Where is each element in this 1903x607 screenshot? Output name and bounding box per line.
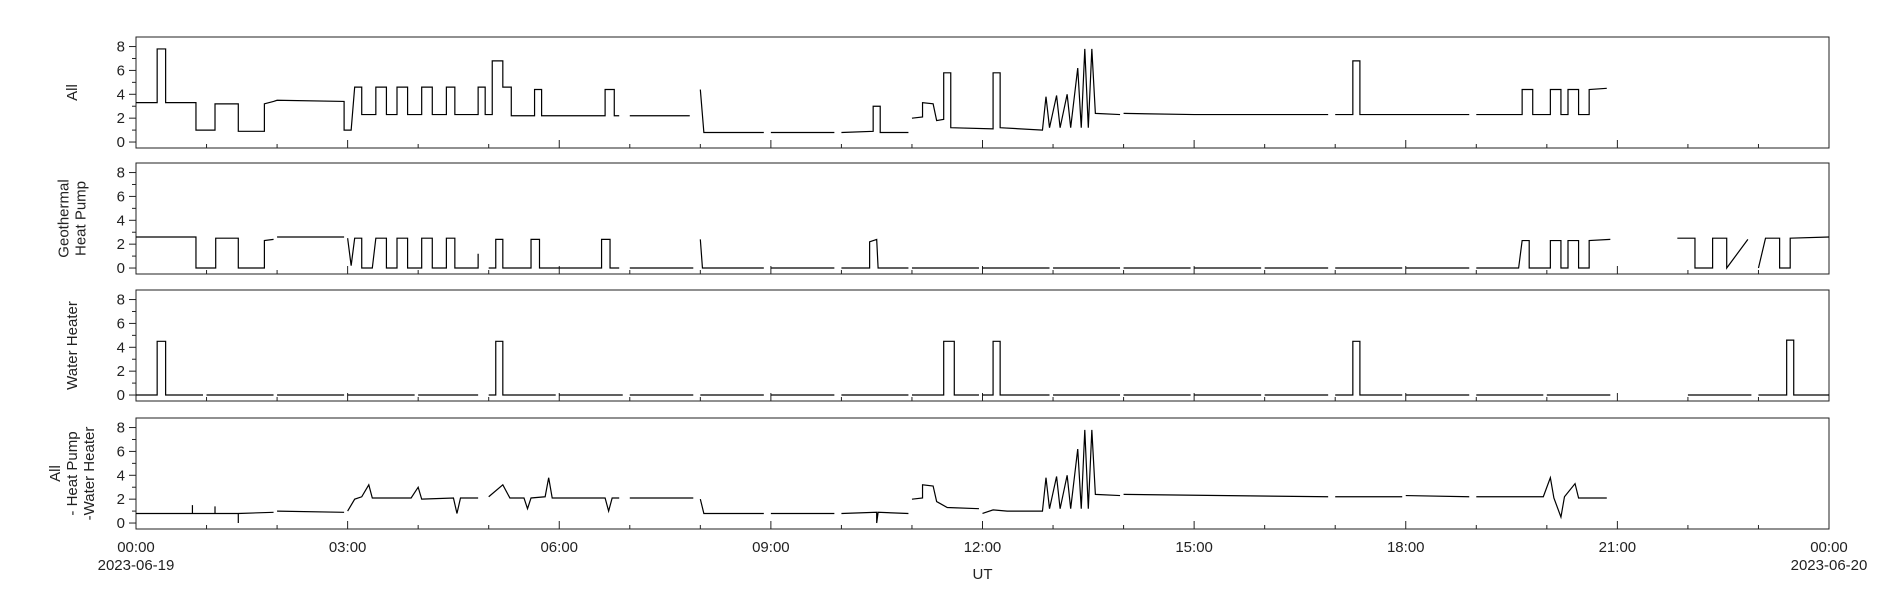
data-line bbox=[136, 339, 1829, 396]
x-tick-label: 12:00 bbox=[964, 539, 1002, 556]
y-tick-label: 4 bbox=[117, 467, 125, 484]
y-axis-label-line: Heat Pump bbox=[73, 181, 90, 256]
x-tick-label: 21:00 bbox=[1599, 539, 1637, 556]
y-axis-label-line: Water Heater bbox=[64, 301, 81, 390]
y-tick-label: 0 bbox=[117, 387, 125, 404]
x-tick-label: 15:00 bbox=[1175, 539, 1213, 556]
panel-frame bbox=[135, 289, 1830, 402]
y-axis-label: All bbox=[64, 84, 81, 101]
y-tick-label: 0 bbox=[117, 134, 125, 151]
x-axis-label: UT bbox=[973, 566, 993, 583]
y-axis-label-line: - Heat Pump bbox=[64, 431, 81, 515]
y-tick-label: 6 bbox=[117, 315, 125, 332]
data-line bbox=[136, 236, 1830, 270]
x-date-label: 2023-06-20 bbox=[1791, 557, 1868, 574]
y-tick-label: 8 bbox=[117, 39, 125, 56]
y-tick-label: 4 bbox=[117, 86, 125, 103]
x-tick-label: 09:00 bbox=[752, 539, 790, 556]
y-tick-label: 6 bbox=[117, 62, 125, 79]
y-tick-label: 2 bbox=[117, 236, 125, 253]
y-tick-label: 2 bbox=[117, 491, 125, 508]
x-tick-label: 00:00 bbox=[1810, 539, 1848, 556]
y-tick-label: 6 bbox=[117, 188, 125, 205]
x-date-label: 2023-06-19 bbox=[98, 557, 175, 574]
y-tick-label: 4 bbox=[117, 212, 125, 229]
y-axis-label-line: All bbox=[64, 84, 81, 101]
y-axis-label: GeothermalHeat Pump bbox=[56, 179, 90, 257]
y-tick-label: 0 bbox=[117, 260, 125, 277]
x-tick-label: 06:00 bbox=[540, 539, 578, 556]
data-line bbox=[136, 429, 1607, 524]
y-tick-label: 8 bbox=[117, 420, 125, 437]
y-tick-label: 8 bbox=[117, 292, 125, 309]
y-axis-label: All- Heat Pump-Water Heater bbox=[47, 427, 98, 521]
y-axis-label-line: -Water Heater bbox=[81, 427, 98, 521]
panel-frame bbox=[135, 417, 1830, 530]
y-axis-label-line: Geothermal bbox=[56, 179, 73, 257]
y-tick-label: 6 bbox=[117, 443, 125, 460]
y-axis-label-line: All bbox=[47, 465, 64, 482]
y-tick-label: 2 bbox=[117, 363, 125, 380]
panel-frame bbox=[135, 162, 1830, 275]
y-tick-label: 2 bbox=[117, 110, 125, 127]
panel-frame bbox=[135, 36, 1830, 149]
x-tick-label: 00:00 bbox=[117, 539, 155, 556]
x-tick-label: 18:00 bbox=[1387, 539, 1425, 556]
y-tick-label: 4 bbox=[117, 339, 125, 356]
y-tick-label: 8 bbox=[117, 165, 125, 182]
y-axis-label: Water Heater bbox=[64, 301, 81, 390]
y-tick-label: 0 bbox=[117, 515, 125, 532]
x-tick-label: 03:00 bbox=[329, 539, 367, 556]
data-line bbox=[136, 48, 1607, 134]
